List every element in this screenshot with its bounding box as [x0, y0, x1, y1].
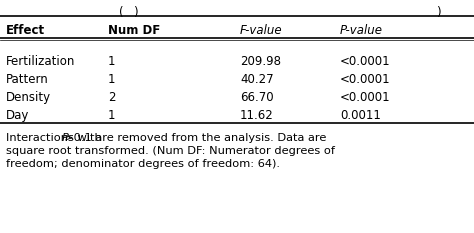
Text: Num DF: Num DF: [108, 24, 160, 37]
Text: <0.0001: <0.0001: [340, 73, 391, 86]
Text: <0.0001: <0.0001: [340, 91, 391, 104]
Text: 209.98: 209.98: [240, 55, 281, 68]
Text: 1: 1: [108, 55, 116, 68]
Text: Day: Day: [6, 109, 29, 122]
Text: Pattern: Pattern: [6, 73, 49, 86]
Text: 0.0011: 0.0011: [340, 109, 381, 122]
Text: square root transformed. (Num DF: Numerator degrees of: square root transformed. (Num DF: Numera…: [6, 146, 335, 156]
Text: freedom; denominator degrees of freedom: 64).: freedom; denominator degrees of freedom:…: [6, 159, 280, 169]
Text: P-value: P-value: [340, 24, 383, 37]
Text: 11.62: 11.62: [240, 109, 274, 122]
Text: Fertilization: Fertilization: [6, 55, 75, 68]
Text: 66.70: 66.70: [240, 91, 273, 104]
Text: (: (: [118, 6, 123, 19]
Text: >0.1 are removed from the analysis. Data are: >0.1 are removed from the analysis. Data…: [64, 133, 327, 143]
Text: ): ): [133, 6, 137, 19]
Text: Interactions with: Interactions with: [6, 133, 105, 143]
Text: P: P: [61, 133, 68, 143]
Text: F-value: F-value: [240, 24, 283, 37]
Text: 1: 1: [108, 73, 116, 86]
Text: ): ): [436, 6, 441, 19]
Text: 1: 1: [108, 109, 116, 122]
Text: Effect: Effect: [6, 24, 45, 37]
Text: 40.27: 40.27: [240, 73, 273, 86]
Text: Density: Density: [6, 91, 51, 104]
Text: <0.0001: <0.0001: [340, 55, 391, 68]
Text: 2: 2: [108, 91, 116, 104]
